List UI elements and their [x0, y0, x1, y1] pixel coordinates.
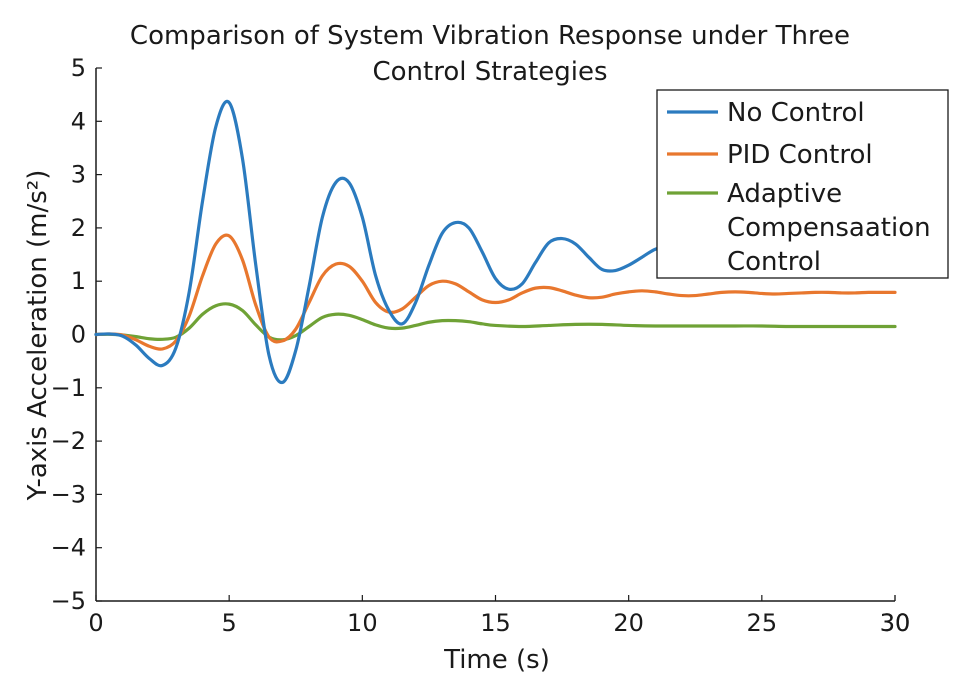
x-tick-label: 20	[613, 609, 644, 637]
y-tick-label: −1	[51, 374, 86, 402]
legend-label: Control	[727, 247, 821, 277]
chart-title-line-2: Control Strategies	[372, 57, 607, 87]
y-tick-label: −3	[51, 480, 86, 508]
y-tick-label: 0	[71, 321, 86, 349]
y-tick-label: −2	[51, 427, 86, 455]
y-tick-label: 5	[71, 54, 86, 82]
x-tick-label: 5	[222, 609, 237, 637]
y-tick-label: 4	[71, 107, 86, 135]
y-tick-label: −4	[51, 534, 86, 562]
y-tick-label: 3	[71, 161, 86, 189]
y-tick-label: −5	[51, 587, 86, 615]
y-tick-label: 1	[71, 267, 86, 295]
x-tick-label: 0	[88, 609, 103, 637]
legend-label: No Control	[727, 98, 865, 128]
x-tick-label: 30	[880, 609, 911, 637]
series-line-adaptive-compensaation-control	[94, 302, 897, 342]
x-axis-title: Time (s)	[443, 645, 550, 675]
y-tick-label: 2	[71, 214, 86, 242]
x-tick-label: 10	[347, 609, 378, 637]
x-tick-label: 15	[480, 609, 511, 637]
legend-label: PID Control	[727, 140, 873, 170]
x-tick-label: 30	[880, 609, 911, 637]
series-line-pid-control	[94, 233, 897, 351]
y-axis-title: Y-axis Acceleration (m/s²)	[23, 170, 53, 502]
legend-box	[656, 89, 949, 279]
legend-label: Adaptive	[727, 179, 842, 209]
legend: No Control PID Control Adaptive Compensaati…	[656, 89, 949, 279]
chart-title-line-1: Comparison of System Vibration Response …	[130, 21, 850, 51]
x-tick-label: 25	[747, 609, 778, 637]
legend-label: Compensaation	[727, 213, 931, 243]
